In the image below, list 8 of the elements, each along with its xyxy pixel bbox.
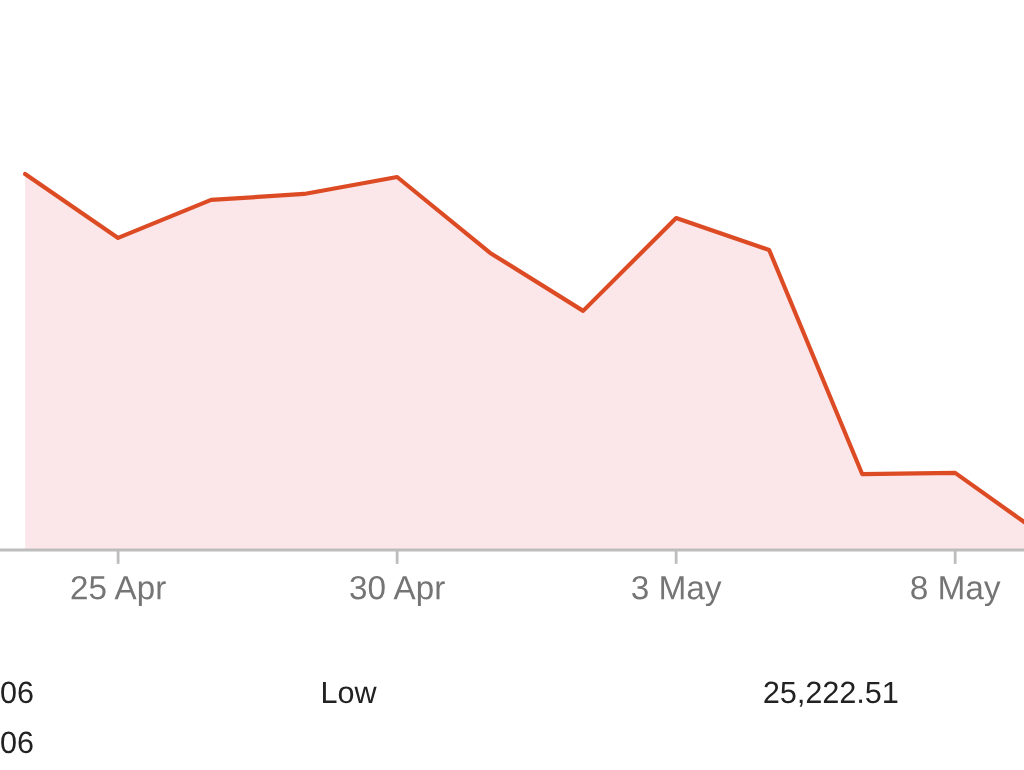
x-tick-label: 30 Apr: [350, 575, 445, 607]
x-tick-label: 25 Apr: [71, 575, 166, 607]
text: 06: [1, 731, 33, 754]
x-tick-label: 3 May: [632, 575, 722, 607]
x-tick-label: 8 May: [911, 575, 1001, 607]
text: 25,222.51: [764, 681, 898, 707]
text: 06: [1, 681, 33, 704]
text: Low: [323, 681, 377, 704]
